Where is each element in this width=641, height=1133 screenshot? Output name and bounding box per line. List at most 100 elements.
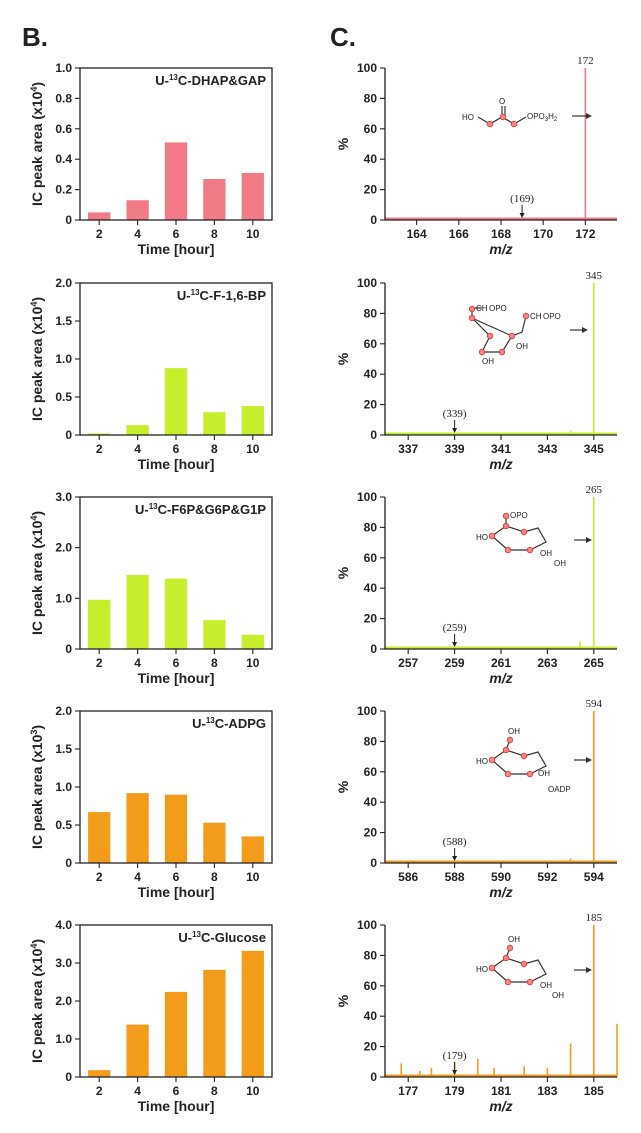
y-tick-label: 60 <box>364 122 378 136</box>
y-tick-label: 100 <box>357 276 377 290</box>
spectrum-2: 0 20 40 60 80 100 257 259 261 263 265 m/z% 265 (259) <box>335 484 617 686</box>
x-axis-label: m/z <box>489 241 512 257</box>
chart-title: U-13C-F-1,6-BP <box>177 288 266 303</box>
marker-label: (169) <box>510 193 534 205</box>
marker-arrowhead <box>452 642 458 647</box>
y-tick-label: 20 <box>364 1040 378 1054</box>
bar-chart-3: 2 4 6 8 10 0 0.5 1.0 1.5 2.0 U-13C-ADPG Time [hour]… <box>29 704 273 900</box>
bar <box>88 1070 111 1077</box>
y-tick-label: 40 <box>364 152 378 166</box>
y-tick-label: 0 <box>65 642 72 656</box>
marker-arrowhead <box>452 428 458 433</box>
x-tick-label: 10 <box>246 870 260 884</box>
bar <box>241 950 264 1077</box>
x-tick-label: 2 <box>96 1084 103 1098</box>
x-tick-label: 6 <box>173 1084 180 1098</box>
y-axis-label: % <box>335 566 351 579</box>
y-tick-label: 60 <box>364 765 378 779</box>
x-tick-label: 6 <box>173 227 180 241</box>
y-tick-label: 2.0 <box>55 541 72 555</box>
bar <box>203 969 226 1077</box>
y-tick-label: 0.4 <box>55 152 72 166</box>
x-tick-label: 339 <box>445 442 465 456</box>
y-tick-label: 0.8 <box>55 91 72 105</box>
marker-label: (339) <box>443 408 467 420</box>
bar <box>164 794 188 863</box>
dhap-structure: HO O OPO3H2 <box>462 97 592 128</box>
y-tick-label: 60 <box>364 337 378 351</box>
y-tick-label: 40 <box>364 581 378 595</box>
axes <box>384 711 617 864</box>
x-tick-label: 586 <box>398 870 418 884</box>
bar <box>164 142 188 220</box>
chem-label: OH <box>554 559 566 568</box>
y-tick-label: 2.0 <box>55 276 72 290</box>
x-tick-label: 181 <box>491 1084 511 1098</box>
y-axis-label: % <box>335 780 351 793</box>
x-tick-label: 10 <box>246 227 260 241</box>
axes <box>384 497 617 650</box>
bar <box>88 212 111 220</box>
x-tick-label: 172 <box>575 227 595 241</box>
x-tick-label: 170 <box>533 227 553 241</box>
adpg-structure: OH HO OH OADP <box>476 727 592 794</box>
y-tick-label: 0 <box>370 428 377 442</box>
bar <box>203 412 226 435</box>
x-tick-label: 10 <box>246 656 260 670</box>
y-tick-label: 20 <box>364 183 378 197</box>
y-tick-label: 80 <box>364 91 378 105</box>
y-tick-label: 0 <box>370 856 377 870</box>
y-tick-label: 0.5 <box>55 390 72 404</box>
y-tick-label: 3.0 <box>55 956 72 970</box>
y-tick-label: 0 <box>65 428 72 442</box>
x-tick-label: 8 <box>211 442 218 456</box>
x-axis-label: Time [hour] <box>138 456 215 472</box>
peak-label: 345 <box>586 270 603 282</box>
spectrum-0: 0 20 40 60 80 100 164 166 168 170 172 m/z% 172 (169) <box>335 55 617 257</box>
bar <box>126 200 149 220</box>
bar <box>203 620 226 649</box>
chart-title: U-13C-ADPG <box>192 716 266 731</box>
marker-arrowhead <box>452 856 458 861</box>
marker-label: (588) <box>443 836 467 848</box>
y-tick-label: 0 <box>65 1070 72 1084</box>
y-tick-label: 2.0 <box>55 704 72 718</box>
x-tick-label: 10 <box>246 442 260 456</box>
y-tick-label: 0 <box>370 213 377 227</box>
bar <box>88 812 111 863</box>
y-axis-label: % <box>335 352 351 365</box>
y-tick-label: 1.0 <box>55 780 72 794</box>
y-tick-label: 60 <box>364 551 378 565</box>
chem-label: HO <box>462 113 474 122</box>
x-tick-label: 164 <box>407 227 427 241</box>
bar-chart-4: 2 4 6 8 10 0 1.0 2.0 3.0 4.0 U-13C-Glucose Time [ho… <box>29 918 273 1114</box>
x-tick-label: 6 <box>173 870 180 884</box>
chem-label: OPO <box>543 312 561 321</box>
x-tick-label: 8 <box>211 870 218 884</box>
x-tick-label: 343 <box>537 442 557 456</box>
x-tick-label: 6 <box>173 442 180 456</box>
spectrum-1: 0 20 40 60 80 100 337 339 341 343 345 m/z% 345 (339) <box>335 270 617 472</box>
x-axis-label: m/z <box>489 1098 512 1114</box>
x-tick-label: 259 <box>445 656 465 670</box>
y-axis-label: IC peak area (x104) <box>29 511 45 635</box>
chem-label: OH <box>552 991 564 1000</box>
x-axis-label: Time [hour] <box>138 884 215 900</box>
x-tick-label: 341 <box>491 442 511 456</box>
y-tick-label: 100 <box>357 704 377 718</box>
x-axis-label: Time [hour] <box>138 1098 215 1114</box>
x-tick-label: 257 <box>398 656 418 670</box>
bar <box>126 793 149 863</box>
x-tick-label: 265 <box>584 656 604 670</box>
chem-label: CH <box>476 304 488 313</box>
bar-chart-1: 2 4 6 8 10 0 0.5 1.0 1.5 2.0 U-13C-F-1,6-BP Time [h… <box>29 276 273 472</box>
x-tick-label: 337 <box>398 442 418 456</box>
x-tick-label: 8 <box>211 227 218 241</box>
bar <box>241 634 264 649</box>
y-axis-label: IC peak area (x103) <box>29 725 45 849</box>
y-tick-label: 100 <box>357 490 377 504</box>
y-tick-label: 40 <box>364 1009 378 1023</box>
bar <box>126 1024 149 1077</box>
y-axis-label: IC peak area (x104) <box>29 297 45 421</box>
y-tick-label: 1.0 <box>55 1032 72 1046</box>
